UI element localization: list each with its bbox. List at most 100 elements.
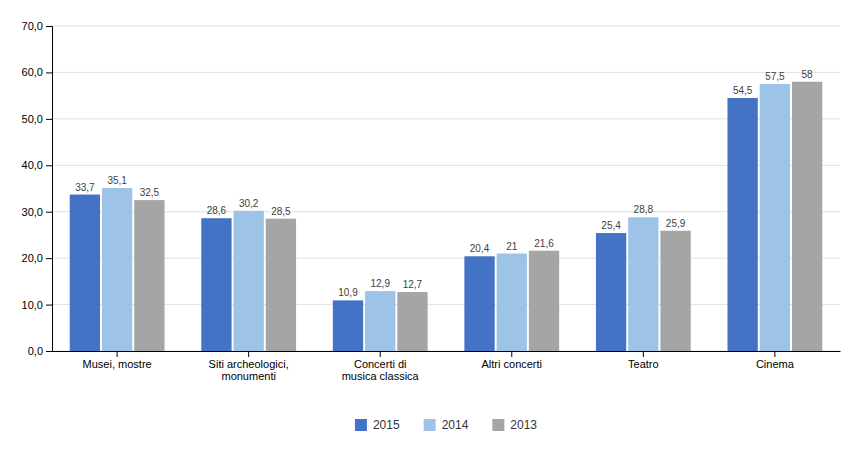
axis-line — [46, 27, 53, 352]
tick-mark — [46, 305, 52, 306]
tick-label-line: Teatro — [628, 358, 659, 370]
tick: 40,0 — [22, 159, 52, 171]
tick-mark — [46, 26, 52, 27]
tick-label: 60,0 — [22, 66, 43, 78]
tick-label: Musei, mostre — [83, 358, 152, 370]
chart: 0,0 10,0 20,0 30,0 40,0 50,0 60,0 70,0 33,7 28,6 1… — [0, 0, 860, 451]
legend-swatch — [355, 419, 367, 431]
tick-label: 30,0 — [22, 206, 43, 218]
data-label: 30,2 — [239, 198, 259, 209]
tick-mark — [380, 351, 381, 357]
data-label: 25,9 — [666, 218, 686, 229]
tick-label: Teatro — [628, 358, 659, 370]
grid-line — [52, 351, 840, 352]
tick: 20,0 — [22, 252, 52, 264]
y-axis: 0,0 10,0 20,0 30,0 40,0 50,0 60,0 70,0 — [22, 20, 53, 357]
tick-label-line: Musei, mostre — [83, 358, 152, 370]
legend: 2015 2014 2013 — [355, 418, 537, 432]
data-label: 28,8 — [634, 204, 654, 215]
bar — [497, 254, 527, 352]
data-label: 28,6 — [207, 205, 227, 216]
grid-line — [52, 165, 840, 166]
grid-line — [52, 118, 840, 119]
bar — [596, 233, 626, 351]
legend-item: 2013 — [492, 418, 537, 432]
legend-label: 2015 — [373, 418, 400, 432]
bar — [234, 211, 264, 351]
tick-mark — [774, 351, 775, 357]
bar — [333, 300, 363, 351]
bar — [397, 292, 427, 351]
tick-label: 20,0 — [22, 252, 43, 264]
tick: 0,0 — [28, 345, 52, 357]
tick-label: 50,0 — [22, 113, 43, 125]
grid-line — [52, 304, 840, 305]
legend-item: 2015 — [355, 418, 400, 432]
grid-line — [52, 211, 840, 212]
tick-mark — [46, 119, 52, 120]
x-axis: Musei, mostre Siti archeologici,monumenti… — [53, 351, 841, 382]
bar — [201, 218, 231, 351]
data-labels: 33,728,610,920,425,454,535,130,212,92128… — [75, 69, 813, 299]
tick-label: Siti archeologici,monumenti — [209, 358, 289, 383]
tick-label-line: Siti archeologici, — [209, 358, 289, 370]
bar-series — [134, 82, 822, 351]
legend-label: 2014 — [442, 418, 469, 432]
plot: 0,0 10,0 20,0 30,0 40,0 50,0 60,0 70,0 33,7 28,6 1… — [22, 20, 841, 382]
tick-mark — [511, 351, 512, 357]
bar-series — [70, 98, 758, 351]
grid-line — [52, 26, 840, 27]
tick-mark — [643, 351, 644, 357]
tick: Musei, mostre — [83, 351, 152, 370]
bar — [266, 219, 296, 351]
data-label: 33,7 — [75, 182, 95, 193]
tick: Siti archeologici,monumenti — [209, 351, 289, 382]
data-label: 21,6 — [534, 238, 554, 249]
bar — [134, 200, 164, 351]
bar — [727, 98, 757, 351]
tick-label: Altri concerti — [482, 358, 543, 370]
tick: Teatro — [628, 351, 659, 370]
data-label: 58 — [802, 69, 814, 80]
data-label: 28,5 — [271, 206, 291, 217]
bar — [365, 291, 395, 351]
bar — [102, 188, 132, 351]
tick-label: Cinema — [756, 358, 795, 370]
grid — [52, 26, 840, 351]
tick: Cinema — [756, 351, 795, 370]
tick-mark — [46, 351, 52, 352]
data-label: 12,7 — [403, 279, 423, 290]
tick: 70,0 — [22, 20, 52, 32]
tick: 60,0 — [22, 66, 52, 78]
bar — [628, 217, 658, 351]
tick-label-line: Cinema — [756, 358, 795, 370]
tick-mark — [117, 351, 118, 357]
bar — [760, 84, 790, 351]
tick-label: 70,0 — [22, 20, 43, 32]
bars — [70, 82, 823, 351]
data-label: 35,1 — [107, 175, 127, 186]
bar-series — [102, 84, 790, 351]
data-label: 32,5 — [140, 187, 160, 198]
legend-item: 2014 — [424, 418, 469, 432]
tick-label-line: monumenti — [221, 370, 275, 382]
tick-mark — [46, 72, 52, 73]
data-label: 10,9 — [338, 287, 358, 298]
legend-swatch — [424, 419, 436, 431]
tick-mark — [46, 165, 52, 166]
grid-line — [52, 258, 840, 259]
axis-line — [53, 351, 841, 352]
data-label: 54,5 — [733, 85, 753, 96]
tick: 10,0 — [22, 299, 52, 311]
data-label: 25,4 — [601, 220, 621, 231]
bar — [792, 82, 822, 351]
tick-label-line: Concerti di — [354, 358, 407, 370]
legend-swatch — [492, 419, 504, 431]
tick-label: 10,0 — [22, 299, 43, 311]
tick-label: Concerti dimusica classica — [342, 358, 420, 383]
data-label: 57,5 — [765, 71, 785, 82]
tick-label: 0,0 — [28, 345, 43, 357]
tick-mark — [248, 351, 249, 357]
legend-label: 2013 — [510, 418, 537, 432]
bar — [464, 256, 494, 351]
